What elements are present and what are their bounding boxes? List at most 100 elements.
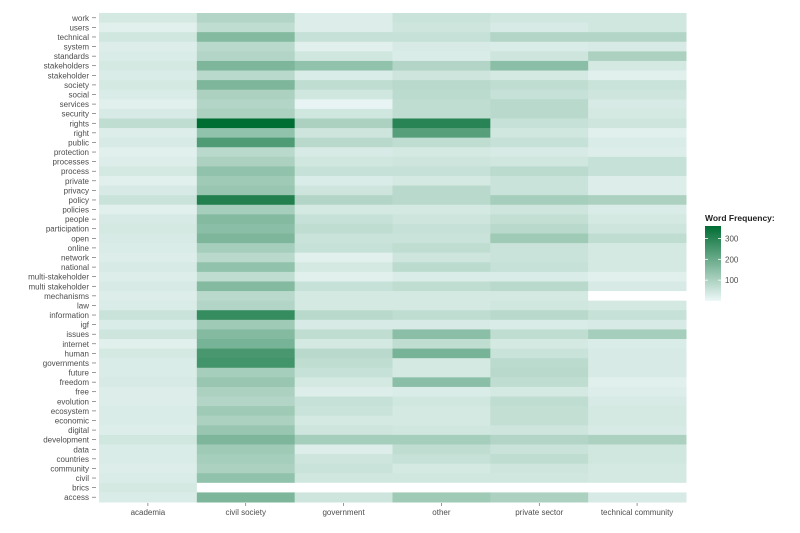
heatmap-cell [392, 137, 491, 148]
heatmap-cell [392, 118, 491, 129]
heatmap-cell [490, 22, 589, 33]
heatmap-cell [196, 396, 296, 407]
heatmap-cell [490, 310, 589, 321]
heatmap-cell [196, 223, 296, 235]
y-tick-label: future [69, 369, 90, 378]
y-tick-label: freedom [60, 378, 90, 387]
heatmap-cell [392, 271, 491, 282]
legend-tick-label: 100 [725, 276, 739, 285]
heatmap-cell [490, 99, 589, 110]
heatmap-cell [392, 204, 491, 215]
heatmap-cell [294, 319, 393, 330]
heatmap-cell [490, 329, 589, 340]
heatmap-cell [99, 128, 198, 139]
heatmap-cell [588, 195, 687, 206]
heatmap-cell [99, 32, 198, 43]
heatmap-cell [99, 233, 198, 244]
y-tick-label: open [71, 234, 89, 243]
heatmap-cell [392, 243, 491, 254]
y-tick-label: standards [54, 52, 89, 61]
heatmap-cell [294, 156, 393, 167]
heatmap-cell [99, 80, 198, 91]
heatmap-cell [99, 348, 198, 359]
legend-title: Word Frequency: [705, 213, 775, 223]
y-tick-label: national [61, 263, 89, 272]
heatmap-cell [588, 319, 687, 330]
y-tick-label: mechanisms [44, 292, 89, 301]
y-tick-label: development [43, 436, 90, 445]
heatmap-cell [99, 415, 198, 426]
heatmap-cell [294, 262, 393, 273]
y-tick-label: stakeholders [44, 62, 89, 71]
x-axis-labels: academia civil society government other priv… [131, 503, 673, 517]
heatmap-cell [196, 243, 296, 254]
y-tick-label: digital [68, 426, 89, 435]
heatmap-cell [490, 454, 589, 465]
heatmap-cell [392, 185, 491, 196]
heatmap-cell [588, 22, 687, 33]
heatmap-cell [588, 377, 687, 388]
y-tick-label: brics [72, 484, 89, 493]
heatmap-cell [490, 444, 589, 455]
x-tick-label: academia [131, 508, 166, 517]
heatmap-cell [392, 176, 491, 187]
heatmap-cell [588, 492, 687, 503]
heatmap-cell [588, 70, 687, 81]
heatmap-cell [392, 281, 491, 292]
heatmap-cell [196, 444, 296, 455]
heatmap-cell [392, 396, 491, 407]
heatmap-cell [588, 367, 687, 378]
heatmap-cell [196, 252, 296, 263]
legend-colorbar [705, 226, 721, 301]
heatmap-cell [392, 339, 491, 350]
heatmap-cell [196, 13, 296, 24]
heatmap-cell [99, 166, 198, 177]
heatmap-cell [490, 60, 589, 72]
heatmap-cell [196, 434, 296, 445]
heatmap-cell [588, 118, 687, 129]
heatmap-cell [588, 233, 687, 244]
heatmap-cell [99, 243, 198, 254]
heatmap-cell [588, 176, 687, 187]
heatmap-cell [392, 473, 491, 484]
y-tick-label: privacy [64, 186, 89, 195]
heatmap-cell [196, 386, 296, 398]
heatmap-cell [99, 99, 198, 110]
heatmap-cell [99, 252, 198, 263]
heatmap-cell [294, 176, 393, 187]
heatmap-cell [490, 377, 589, 388]
heatmap-cell [490, 425, 589, 436]
heatmap-cell [490, 223, 589, 235]
heatmap-cell [392, 415, 491, 426]
heatmap-cell [490, 89, 589, 100]
heatmap-cell [99, 195, 198, 206]
heatmap-cell [196, 281, 296, 292]
y-tick-label: multi stakeholder [29, 282, 90, 291]
heatmap-cell [588, 108, 687, 119]
heatmap-cell [196, 32, 296, 43]
heatmap-cell [294, 214, 393, 225]
heatmap-cell [588, 214, 687, 225]
heatmap-cell [99, 454, 198, 465]
heatmap-cell [294, 166, 393, 177]
heatmap-cell [294, 396, 393, 407]
heatmap-cell [588, 89, 687, 100]
heatmap-cell [196, 377, 296, 388]
heatmap-cell [392, 406, 491, 417]
heatmap-cell [294, 310, 393, 321]
heatmap-cell [196, 99, 296, 110]
heatmap-cell [490, 214, 589, 225]
heatmap-cell [196, 204, 296, 215]
heatmap-cell [99, 223, 198, 235]
heatmap-cell [392, 310, 491, 321]
heatmap-cell [294, 185, 393, 196]
heatmap-cell [588, 406, 687, 417]
heatmap-cell [392, 386, 491, 398]
heatmap-cell [294, 271, 393, 282]
heatmap-cell [294, 233, 393, 244]
heatmap-cell [99, 281, 198, 292]
heatmap-cell [294, 70, 393, 81]
heatmap-cell [392, 377, 491, 388]
heatmap-cell [196, 339, 296, 350]
heatmap-cell [588, 358, 687, 369]
